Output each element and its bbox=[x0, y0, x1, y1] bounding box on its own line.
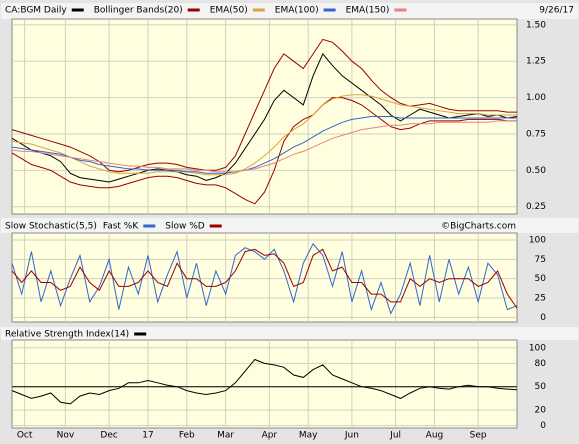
plot-area bbox=[11, 18, 518, 215]
y-tick-label: 0.50 bbox=[526, 166, 546, 176]
y-tick-label: 0 bbox=[540, 421, 546, 431]
x-tick-label: Apr bbox=[262, 431, 278, 441]
x-tick-label: Sep bbox=[470, 431, 487, 441]
x-tick-label: Jul bbox=[389, 431, 401, 441]
y-tick-label: 75 bbox=[535, 255, 546, 265]
x-tick-label: Jun bbox=[344, 431, 359, 441]
y-tick-label: 50 bbox=[535, 274, 547, 284]
series-line bbox=[11, 38, 517, 173]
y-tick-label: 1.00 bbox=[526, 93, 546, 103]
legend-label: Relative Strength Index(14) bbox=[5, 330, 129, 340]
y-tick-label: 1.25 bbox=[526, 57, 546, 67]
series-line bbox=[11, 94, 517, 176]
y-tick-label: 1.50 bbox=[526, 20, 546, 30]
y-tick-label: 20 bbox=[535, 406, 547, 416]
legend-label: Fast %K bbox=[103, 222, 139, 232]
legend-label: EMA(50) bbox=[210, 6, 248, 16]
legend-label: CA:BGM Daily bbox=[5, 6, 67, 16]
legend-swatch bbox=[134, 332, 147, 336]
series-line bbox=[11, 116, 517, 174]
date-label: 9/26/17 bbox=[539, 6, 574, 16]
x-tick-label: Nov bbox=[57, 431, 75, 441]
legend-swatch bbox=[252, 8, 265, 12]
legend-label: Slow %D bbox=[165, 222, 204, 232]
panel-title: Slow Stochastic(5,5) bbox=[5, 222, 97, 232]
x-tick-label: May bbox=[299, 431, 318, 441]
series-line bbox=[11, 52, 518, 183]
legend-swatch bbox=[323, 8, 336, 12]
y-tick-label: 100 bbox=[529, 235, 546, 245]
y-tick-label: 50 bbox=[535, 382, 547, 392]
y-tick-label: 0.25 bbox=[526, 202, 546, 212]
x-tick-label: Oct bbox=[17, 431, 33, 441]
plot-area bbox=[11, 232, 518, 323]
x-tick-label: 17 bbox=[142, 431, 153, 441]
legend-swatch bbox=[394, 8, 407, 12]
source: ©BigCharts.com bbox=[441, 222, 516, 232]
legend-label: EMA(150) bbox=[346, 6, 390, 16]
panel-header bbox=[1, 327, 578, 340]
series-line bbox=[11, 97, 517, 205]
panel-header bbox=[1, 3, 578, 19]
x-tick-label: Dec bbox=[100, 431, 117, 441]
legend-swatch bbox=[209, 224, 222, 228]
legend-swatch bbox=[143, 224, 156, 228]
series-line bbox=[11, 242, 518, 315]
y-tick-label: 25 bbox=[535, 294, 546, 304]
panel-header bbox=[1, 218, 578, 233]
y-tick-label: 100 bbox=[529, 343, 546, 353]
x-tick-label: Mar bbox=[217, 431, 234, 441]
series-line bbox=[11, 358, 518, 405]
y-tick-label: 80 bbox=[535, 359, 547, 369]
series-line bbox=[11, 248, 518, 309]
y-tick-label: 0.75 bbox=[526, 129, 546, 139]
y-tick-label: 0 bbox=[540, 313, 546, 323]
legend-label: Bollinger Bands(20) bbox=[94, 6, 183, 16]
plot-area bbox=[11, 339, 518, 429]
x-tick-label: Aug bbox=[426, 431, 444, 441]
legend-swatch bbox=[187, 8, 200, 12]
legend-swatch bbox=[71, 8, 84, 12]
x-tick-label: Feb bbox=[179, 431, 195, 441]
legend-label: EMA(100) bbox=[275, 6, 319, 16]
series-line bbox=[11, 120, 517, 173]
